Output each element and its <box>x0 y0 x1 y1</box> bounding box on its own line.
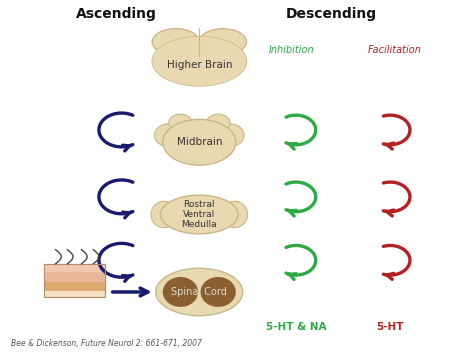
Ellipse shape <box>155 124 183 147</box>
Ellipse shape <box>152 29 199 55</box>
Text: Bee & Dickenson, Future Neurol 2: 661-671, 2007: Bee & Dickenson, Future Neurol 2: 661-67… <box>11 339 202 348</box>
Text: Inhibition: Inhibition <box>268 45 314 55</box>
Ellipse shape <box>216 124 244 147</box>
Ellipse shape <box>152 37 246 86</box>
Text: Spinal Cord: Spinal Cord <box>172 287 227 297</box>
Text: Facilitation: Facilitation <box>368 45 422 55</box>
Ellipse shape <box>206 114 230 132</box>
Ellipse shape <box>222 201 247 228</box>
Text: Higher Brain: Higher Brain <box>166 60 232 70</box>
Text: Descending: Descending <box>286 7 377 21</box>
Text: 5-HT & NA: 5-HT & NA <box>265 322 326 332</box>
Bar <box>44 272 105 282</box>
Ellipse shape <box>199 29 246 55</box>
Bar <box>44 264 105 272</box>
Ellipse shape <box>152 37 246 86</box>
Ellipse shape <box>166 123 232 162</box>
Ellipse shape <box>169 114 192 132</box>
Ellipse shape <box>160 195 238 234</box>
Ellipse shape <box>164 199 235 230</box>
Ellipse shape <box>151 201 177 228</box>
Ellipse shape <box>156 268 243 316</box>
Bar <box>44 282 105 290</box>
Ellipse shape <box>201 277 236 307</box>
Text: Rostral
Ventral
Medulla: Rostral Ventral Medulla <box>182 200 217 229</box>
Text: Midbrain: Midbrain <box>176 137 222 147</box>
Text: 5-HT: 5-HT <box>376 322 404 332</box>
FancyBboxPatch shape <box>44 264 105 297</box>
Bar <box>44 290 105 297</box>
Text: Ascending: Ascending <box>76 7 157 21</box>
Ellipse shape <box>163 119 236 165</box>
Ellipse shape <box>163 277 198 307</box>
